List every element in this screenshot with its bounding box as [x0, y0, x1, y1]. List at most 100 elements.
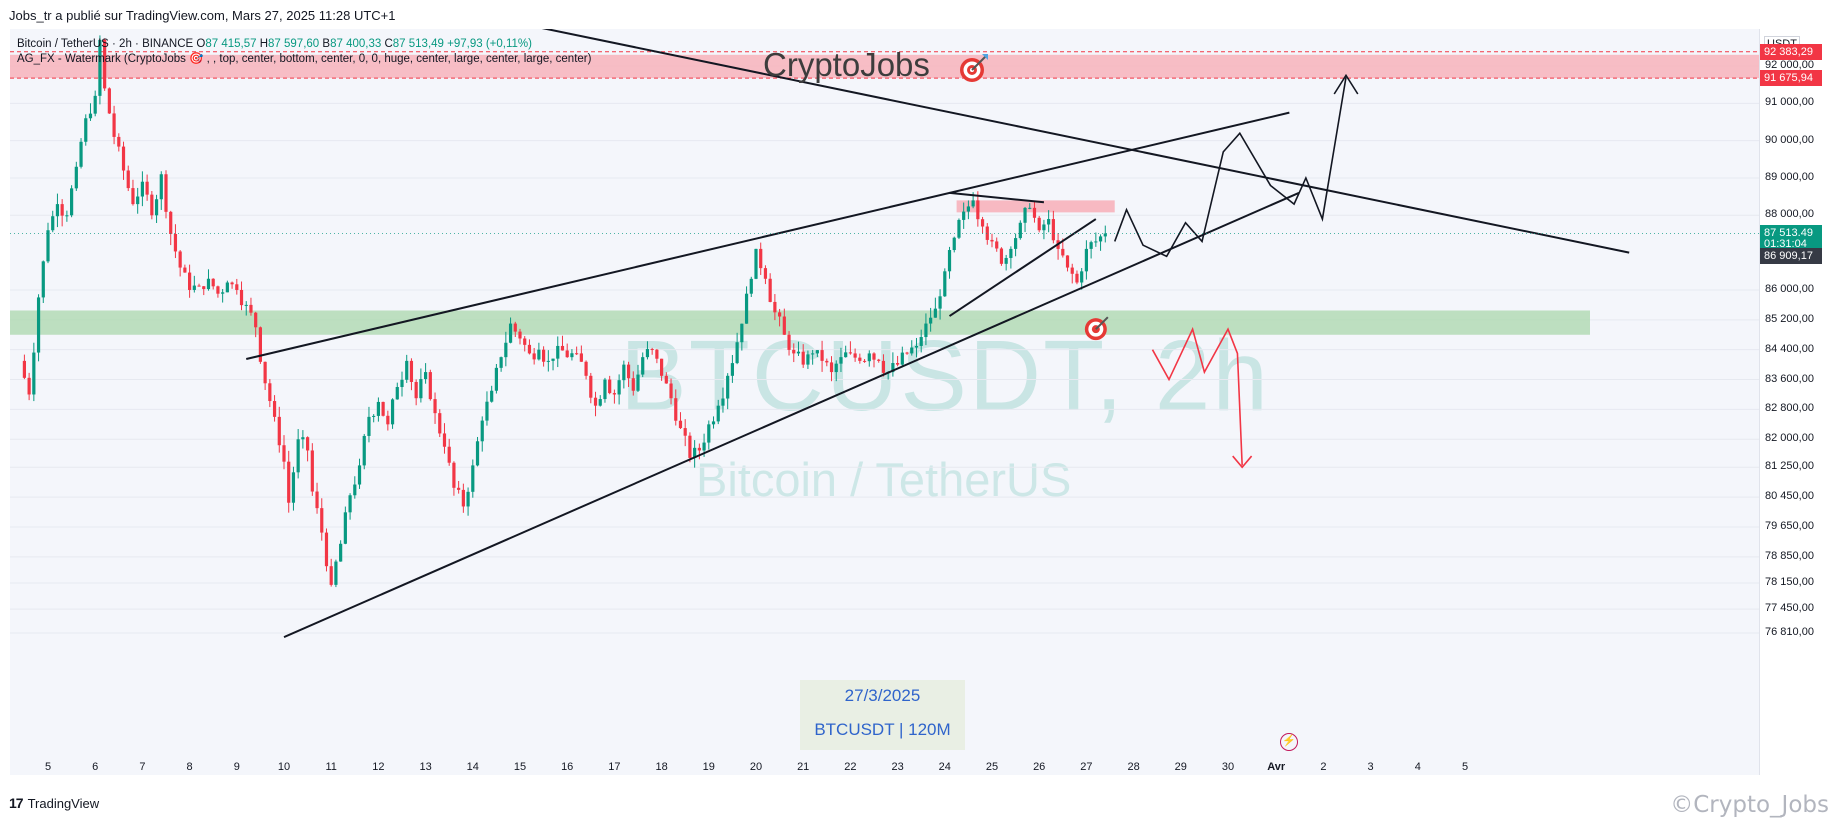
candle-body — [527, 344, 532, 354]
chart-plot-area[interactable]: BTCUSDT, 2h Bitcoin / TetherUS — [10, 29, 1759, 775]
candle-body — [159, 174, 163, 200]
candle-body — [848, 352, 852, 354]
candle-body — [504, 342, 508, 358]
candle-body — [655, 349, 659, 359]
candle-body — [508, 323, 513, 343]
candle-body — [966, 206, 970, 212]
legend-high-label: H — [259, 38, 269, 50]
candle-body — [173, 233, 178, 252]
price-tick-label: 83 600,00 — [1765, 372, 1814, 385]
candle-body — [811, 353, 815, 355]
candle-body — [306, 437, 310, 451]
legend-indicator-row[interactable]: AG_FX - Watermark (CryptoJobs 🎯 , , top,… — [17, 52, 591, 67]
candle-body — [70, 188, 74, 216]
candle-body — [636, 374, 640, 391]
candle-body — [88, 113, 93, 119]
candle-body — [254, 312, 258, 328]
candle-body — [235, 284, 239, 290]
candle-body — [532, 353, 536, 360]
candle-body — [603, 379, 607, 400]
time-tick-label: 14 — [466, 761, 479, 773]
candle-body — [55, 204, 60, 217]
candle-body — [815, 350, 819, 354]
local-rising-line — [948, 218, 1097, 317]
time-tick-label: 18 — [655, 761, 668, 773]
legend-low-value: 87 400,33 — [330, 38, 382, 50]
candle-body — [1023, 207, 1027, 223]
candle-body — [1098, 236, 1103, 242]
candle-body — [381, 401, 385, 416]
publish-info: Jobs_tr a publié sur TradingView.com, Ma… — [9, 8, 396, 23]
candle-body — [735, 342, 739, 364]
candle-body — [154, 199, 159, 216]
candle-body — [669, 383, 673, 399]
tradingview-logo[interactable]: 17 TradingView — [9, 795, 99, 811]
candle-body — [249, 304, 253, 313]
time-tick-label: 4 — [1414, 761, 1421, 773]
bearish-projection-path — [1151, 326, 1243, 466]
candle-body — [839, 357, 843, 364]
price-tick-label: 80 450,00 — [1765, 490, 1814, 503]
time-tick-label: 15 — [513, 761, 527, 773]
wedge-lower-trendline — [283, 191, 1300, 639]
candle-body — [820, 350, 824, 361]
legend-symbol: Bitcoin / TetherUS · 2h · BINANCE — [17, 38, 194, 50]
candle-body — [188, 272, 192, 290]
candle-body — [291, 472, 296, 503]
candle-body — [1032, 207, 1037, 218]
lightning-icon[interactable]: ⚡ — [1280, 733, 1298, 751]
time-tick-label: 19 — [702, 761, 715, 773]
candle-body — [957, 219, 961, 238]
candle-body — [556, 345, 560, 359]
candle-body — [660, 358, 664, 376]
candle-body — [239, 289, 244, 306]
candle-body — [362, 435, 366, 466]
candle-body — [570, 353, 574, 358]
price-axis[interactable] — [1759, 29, 1835, 775]
candle-body — [546, 360, 550, 362]
candle-body — [84, 118, 88, 142]
candle-body — [542, 349, 546, 362]
candle-body — [121, 146, 126, 171]
legend-ohlc-row[interactable]: Bitcoin / TetherUS · 2h · BINANCE O87 41… — [17, 37, 591, 52]
info-symbol: BTCUSDT | 120M — [814, 720, 951, 739]
candle-body — [518, 331, 522, 339]
candle-body — [919, 337, 923, 346]
tradingview-logo-text: TradingView — [27, 795, 100, 811]
candle-body — [938, 296, 942, 309]
candle-body — [740, 323, 744, 343]
candle-body — [466, 491, 470, 507]
candle-body — [1047, 219, 1051, 225]
candle-body — [150, 194, 154, 216]
price-tick-label: 92 000,00 — [1765, 59, 1814, 71]
candle-body — [905, 352, 909, 354]
target-icon — [960, 54, 988, 82]
candle-body — [390, 399, 395, 425]
time-tick-label: 22 — [844, 761, 857, 773]
price-tick-label: 90 000,00 — [1765, 133, 1814, 146]
candle-body — [263, 361, 267, 384]
candle-body — [900, 352, 904, 365]
local-top-line — [949, 191, 1045, 204]
time-tick-label: 7 — [139, 761, 146, 773]
candle-body — [452, 462, 456, 488]
price-tick-label: 91 000,00 — [1765, 96, 1814, 109]
candle-body — [485, 401, 489, 421]
indicator-watermark-label: AG_FX - Watermark (CryptoJobs 🎯 , , top,… — [17, 53, 592, 65]
candle-body — [872, 353, 876, 360]
candle-body — [461, 489, 465, 507]
chart-canvas[interactable] — [10, 29, 1759, 775]
candle-body — [386, 415, 390, 425]
bullish-projection-path — [1113, 77, 1347, 258]
time-tick-label: 11 — [325, 761, 337, 773]
time-tick-label: 16 — [561, 761, 574, 773]
candle-body — [702, 442, 706, 451]
candle-body — [1042, 224, 1046, 231]
candle-body — [853, 353, 857, 358]
candle-body — [103, 39, 107, 89]
candle-body — [565, 350, 569, 358]
candle-body — [405, 360, 409, 380]
candle-body — [778, 312, 782, 317]
candle-body — [641, 357, 645, 375]
